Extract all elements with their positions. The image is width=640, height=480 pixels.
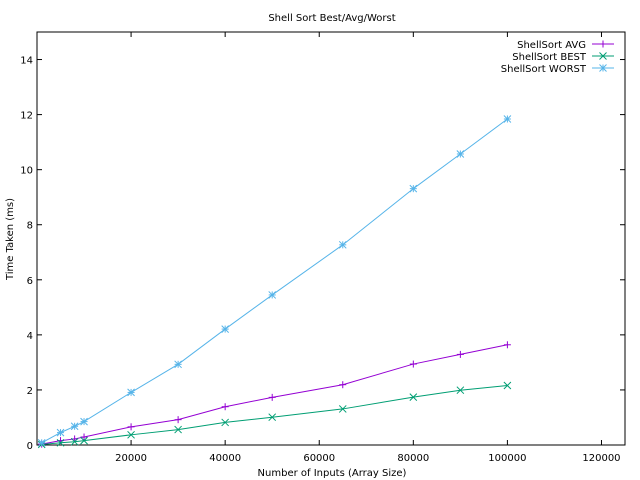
series-line <box>41 385 508 445</box>
data-point <box>56 428 65 437</box>
data-point <box>409 393 418 401</box>
x-tick-label: 60000 <box>303 453 335 464</box>
x-tick-label: 40000 <box>209 453 241 464</box>
x-axis: 20000 40000 60000 80000 100000 120000 <box>115 32 621 464</box>
data-point <box>70 437 79 446</box>
data-point <box>37 438 46 447</box>
data-point <box>268 413 277 422</box>
legend-marker <box>599 40 607 48</box>
data-point <box>268 393 276 401</box>
data-point <box>503 341 511 349</box>
series-line <box>41 344 508 445</box>
data-point <box>56 438 65 447</box>
y-axis-label: Time Taken (ms) <box>5 198 16 281</box>
data-point <box>338 405 347 413</box>
y-tick-label: 12 <box>20 111 33 122</box>
data-point <box>127 423 135 431</box>
data-point <box>174 360 182 369</box>
data-point <box>127 430 135 439</box>
series-line <box>41 118 508 444</box>
y-tick-label: 14 <box>20 56 33 67</box>
y-tick-label: 4 <box>27 331 33 342</box>
data-point <box>338 240 347 249</box>
x-tick-label: 20000 <box>115 453 147 464</box>
data-point <box>174 416 182 424</box>
data-point <box>127 388 135 397</box>
legend-marker <box>599 52 607 60</box>
x-axis-label: Number of Inputs (Array Size) <box>258 468 407 479</box>
data-point <box>70 422 79 431</box>
x-tick-label: 80000 <box>397 453 429 464</box>
data-point <box>80 417 88 426</box>
legend-label: ShellSort WORST <box>501 64 587 75</box>
data-point <box>456 350 464 358</box>
data-point <box>80 436 88 445</box>
chart-title: Shell Sort Best/Avg/Worst <box>268 13 395 24</box>
y-tick-label: 0 <box>27 441 33 452</box>
series-0 <box>38 341 511 448</box>
y-tick-label: 2 <box>27 386 33 397</box>
series-layer <box>37 115 512 449</box>
data-point <box>503 115 512 123</box>
series-2 <box>37 115 512 447</box>
data-point <box>174 425 182 434</box>
y-axis: 0 2 4 6 8 10 12 14 <box>20 56 625 452</box>
legend-label: ShellSort AVG <box>517 40 586 51</box>
x-tick-label: 120000 <box>582 453 620 464</box>
data-point <box>503 381 512 390</box>
data-point <box>221 418 230 427</box>
y-tick-label: 6 <box>27 276 33 287</box>
plot-frame <box>36 31 626 446</box>
data-point <box>339 381 347 389</box>
data-point <box>456 150 465 158</box>
y-tick-label: 10 <box>20 166 33 177</box>
y-tick-label: 8 <box>27 221 33 232</box>
data-point <box>456 386 465 395</box>
data-point <box>268 291 277 299</box>
data-point <box>409 360 417 368</box>
series-1 <box>37 381 512 449</box>
data-point <box>80 433 88 441</box>
legend-marker <box>599 64 607 72</box>
x-tick-label: 100000 <box>488 453 526 464</box>
data-point <box>221 403 229 411</box>
data-point <box>409 184 418 193</box>
data-point <box>221 325 230 333</box>
legend-label: ShellSort BEST <box>512 52 587 63</box>
